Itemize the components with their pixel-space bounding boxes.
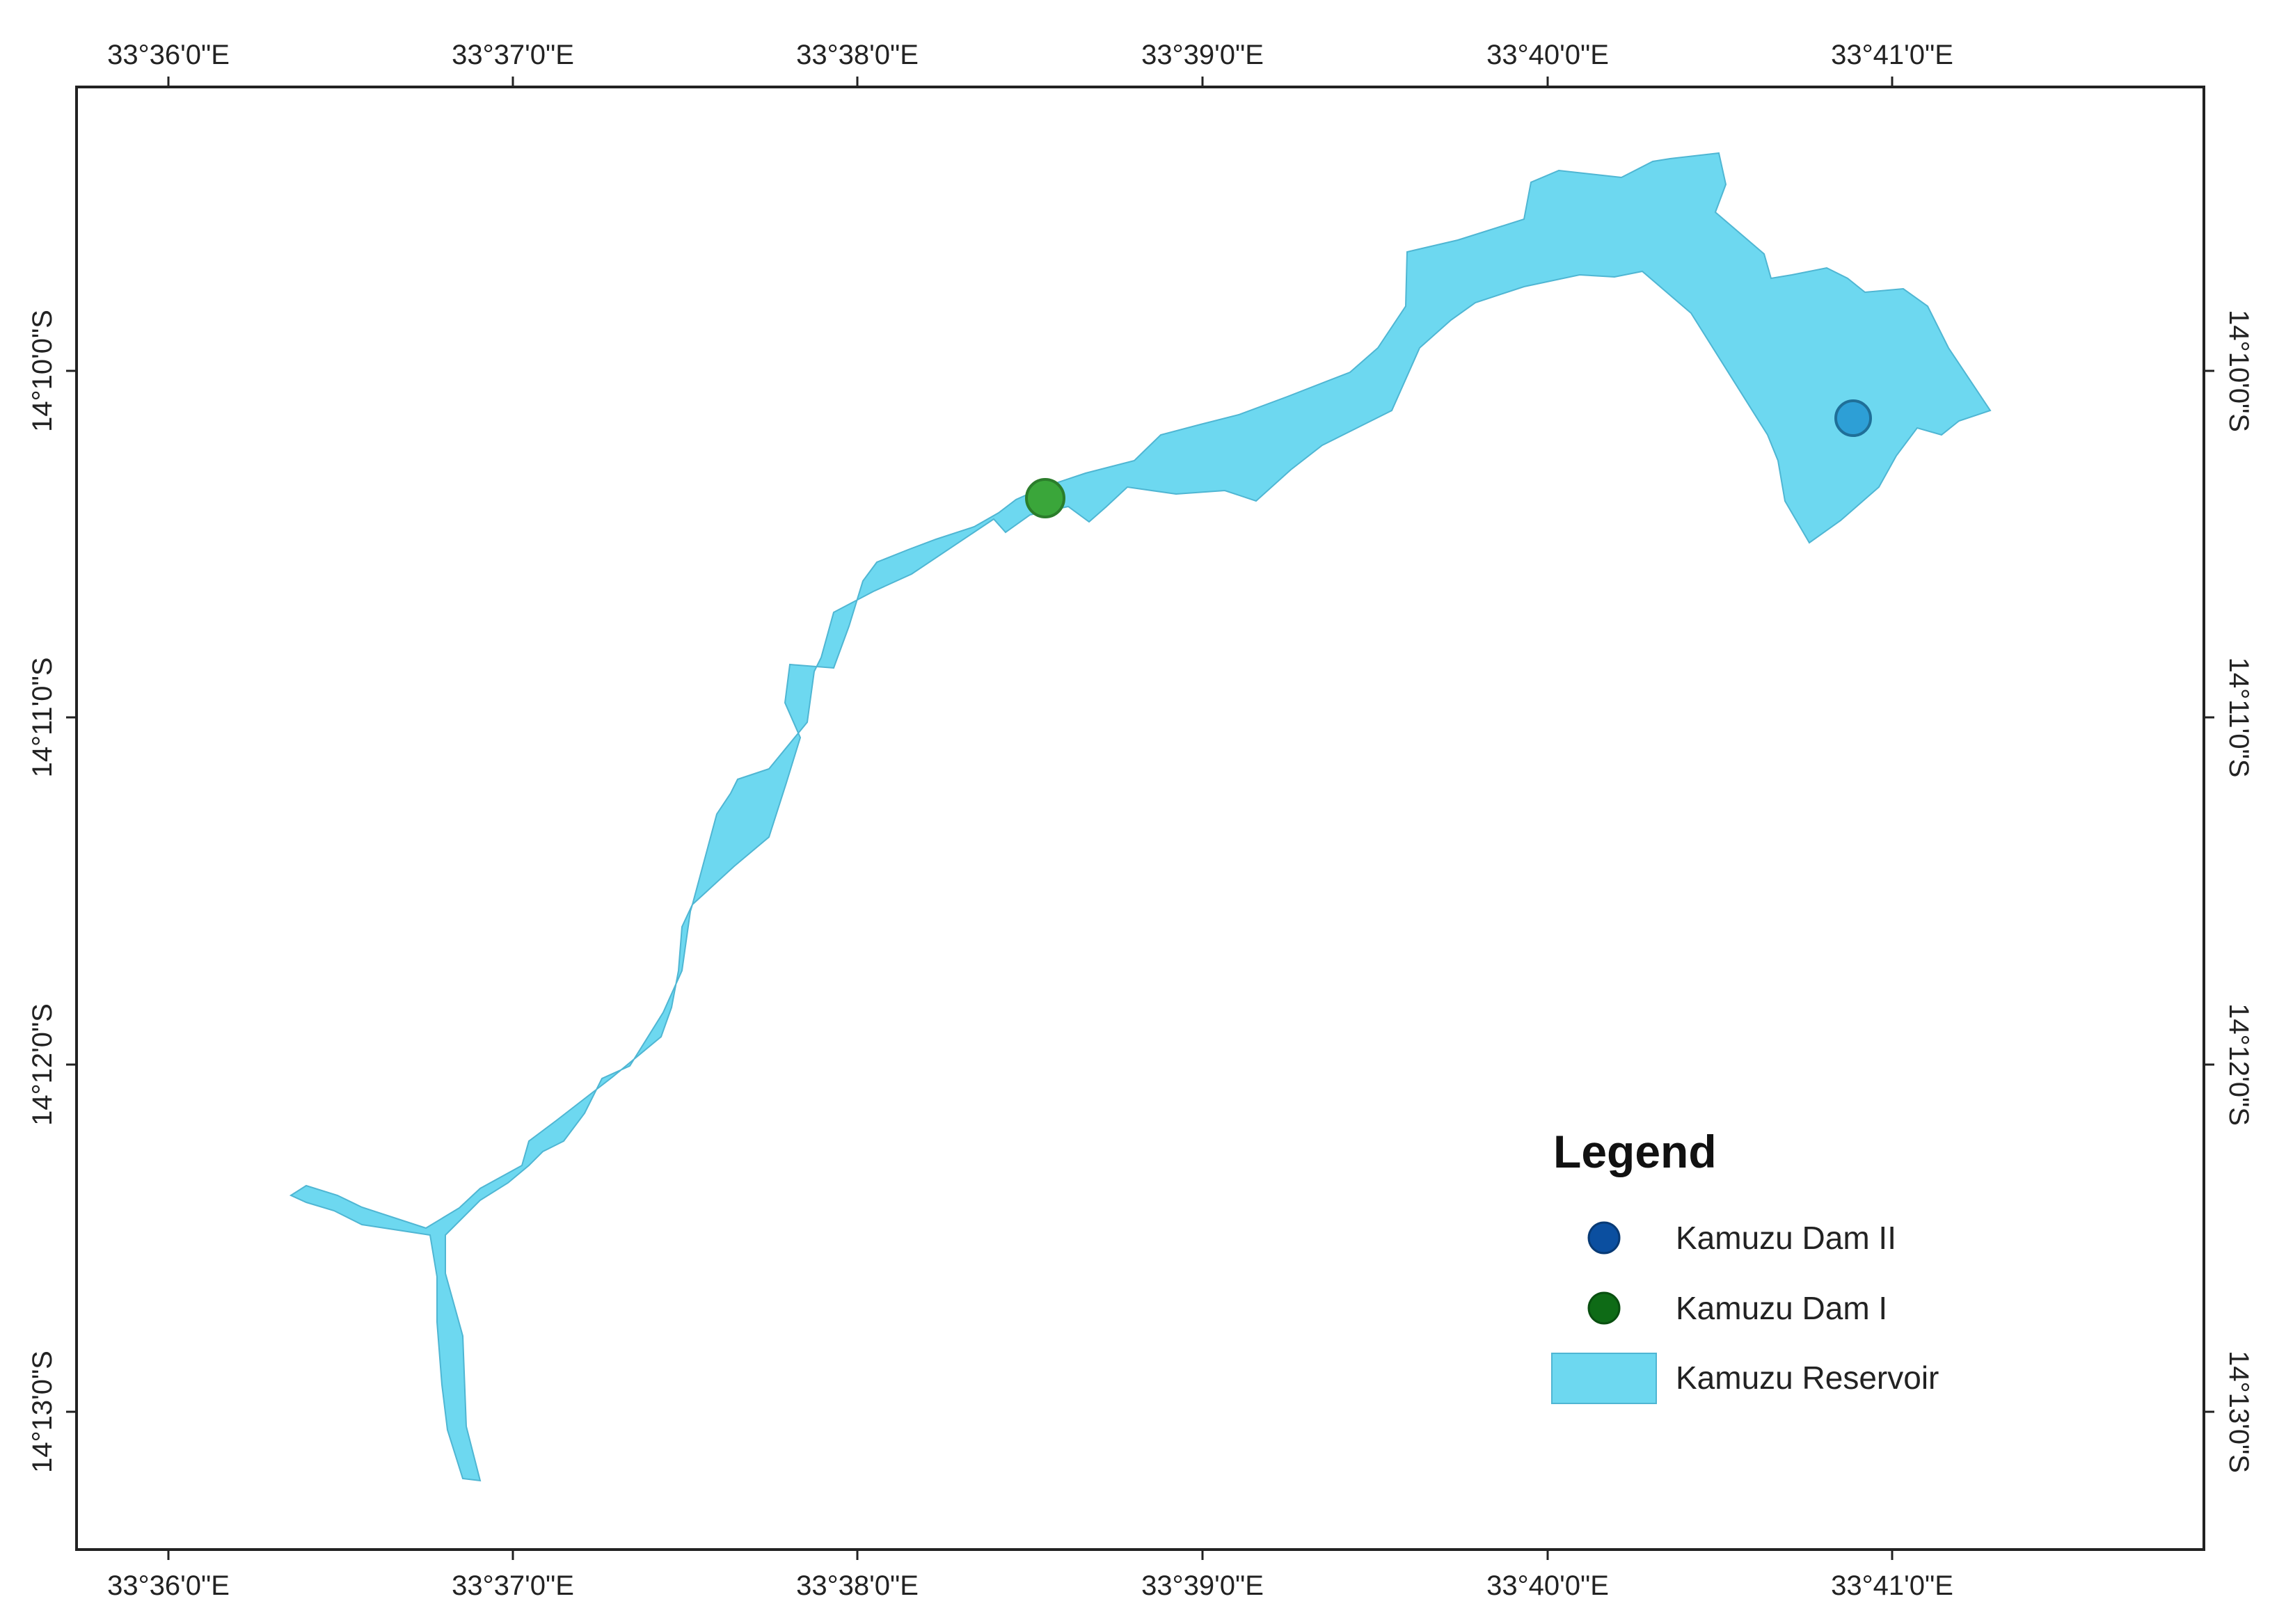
- legend-label-reservoir: Kamuzu Reservoir: [1676, 1360, 1939, 1396]
- right-tick-label: 14°12'0"S: [2223, 1003, 2254, 1126]
- top-tick-label: 33°37'0"E: [452, 40, 574, 70]
- legend-swatch-reservoir: [1551, 1353, 1657, 1404]
- bottom-tick-label: 33°40'0"E: [1486, 1570, 1609, 1601]
- left-ticks: [66, 369, 77, 1413]
- bottom-tick-label: 33°36'0"E: [107, 1570, 230, 1601]
- legend-label-dam-i: Kamuzu Dam I: [1676, 1290, 1887, 1326]
- top-tick-label: 33°38'0"E: [796, 40, 919, 70]
- bottom-tick-label: 33°37'0"E: [452, 1570, 574, 1601]
- right-tick-label: 14°10'0"S: [2223, 310, 2254, 432]
- left-tick-label: 14°12'0"S: [27, 1003, 58, 1126]
- right-tick-label: 14°11'0"S: [2223, 658, 2254, 778]
- kamuzu-reservoir-area: [289, 152, 1992, 1482]
- bottom-tick-labels: 33°36'0"E 33°37'0"E 33°38'0"E 33°39'0"E …: [107, 1570, 1953, 1601]
- bottom-tick-label: 33°38'0"E: [796, 1570, 919, 1601]
- right-tick-labels: 14°10'0"S 14°11'0"S 14°12'0"S 14°13'0"S: [2223, 310, 2254, 1473]
- bottom-tick-label: 33°41'0"E: [1831, 1570, 1953, 1601]
- top-tick-label: 33°40'0"E: [1486, 40, 1609, 70]
- legend-swatch-dam-ii: [1587, 1221, 1621, 1255]
- right-tick-label: 14°13'0"S: [2223, 1351, 2254, 1473]
- legend-swatch-dam-i: [1587, 1291, 1621, 1325]
- top-tick-label: 33°36'0"E: [107, 40, 230, 70]
- kamuzu-dam-i-marker: [1025, 478, 1065, 518]
- legend-title: Legend: [1553, 1126, 1717, 1177]
- left-tick-label: 14°11'0"S: [27, 658, 58, 778]
- legend-label-dam-ii: Kamuzu Dam II: [1676, 1220, 1896, 1256]
- bottom-tick-label: 33°39'0"E: [1141, 1570, 1264, 1601]
- kamuzu-dam-ii-marker: [1834, 399, 1872, 437]
- top-ticks: [167, 77, 1894, 87]
- right-ticks: [2204, 369, 2214, 1413]
- top-tick-labels: 33°36'0"E 33°37'0"E 33°38'0"E 33°39'0"E …: [107, 40, 1953, 70]
- bottom-ticks: [167, 1550, 1894, 1560]
- left-tick-labels: 14°10'0"S 14°11'0"S 14°12'0"S 14°13'0"S: [27, 310, 58, 1473]
- legend: Legend Kamuzu Dam II Kamuzu Dam I Kamuzu…: [1551, 1126, 1939, 1404]
- left-tick-label: 14°10'0"S: [27, 310, 58, 432]
- left-tick-label: 14°13'0"S: [27, 1351, 58, 1473]
- top-tick-label: 33°41'0"E: [1831, 40, 1953, 70]
- top-tick-label: 33°39'0"E: [1141, 40, 1264, 70]
